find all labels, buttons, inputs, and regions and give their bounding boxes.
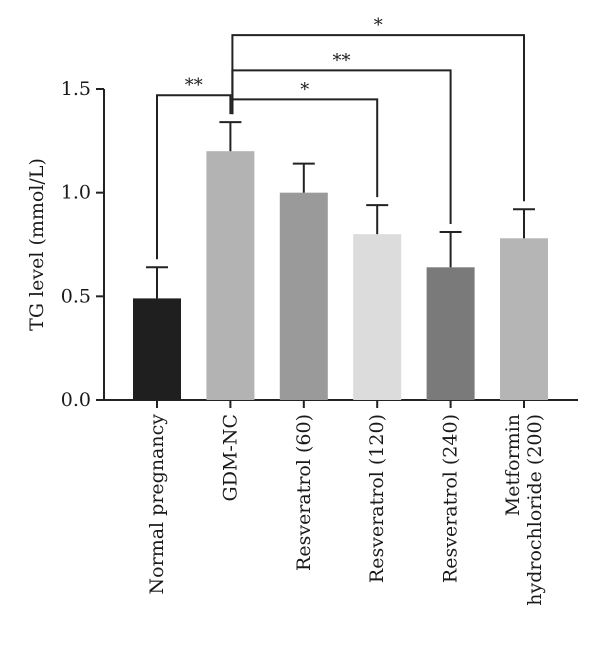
category-label-line: Resveratrol (60) (293, 414, 315, 571)
category-label: Resveratrol (120) (366, 414, 388, 583)
category-label-line: Normal pregnancy (146, 414, 168, 595)
error-bars (146, 121, 535, 299)
category-label-line: hydrochloride (200) (524, 414, 546, 606)
category-label-line: Resveratrol (240) (440, 414, 462, 583)
bar (206, 151, 255, 400)
significance-bracket (231, 34, 525, 202)
category-label: Resveratrol (60) (293, 414, 315, 571)
category-label-line: Metformin (502, 414, 524, 516)
category-label-line: Resveratrol (120) (366, 414, 388, 583)
category-label: GDM-NC (219, 414, 241, 501)
category-label-line: GDM-NC (219, 414, 241, 501)
significance-label: * (374, 15, 383, 36)
y-tick-label: 1.5 (61, 78, 91, 100)
y-tick-label: 1.0 (61, 182, 91, 204)
bar (426, 267, 475, 400)
significance-label: ** (333, 50, 351, 71)
bar (279, 192, 328, 400)
significance-bracket (231, 69, 452, 225)
labels: 0.0 0.5 1.0 1.5 TG level (mmol/L) Normal preg… (26, 78, 546, 606)
axes (96, 88, 578, 408)
bar (133, 298, 181, 400)
category-label: Metforminhydrochloride (200) (502, 414, 546, 606)
category-label: Resveratrol (240) (440, 414, 462, 583)
y-axis-title: TG level (mmol/L) (26, 158, 48, 331)
y-tick-label: 0.5 (61, 285, 91, 307)
significance-bracket (156, 94, 232, 260)
significance-label: * (300, 79, 309, 100)
bars (133, 151, 548, 400)
significance-brackets: ** **** (156, 15, 525, 260)
category-label: Normal pregnancy (146, 414, 168, 595)
significance-label: ** (185, 75, 203, 96)
bar (353, 234, 402, 400)
y-tick-label: 0.0 (61, 389, 91, 411)
bar (500, 238, 548, 400)
